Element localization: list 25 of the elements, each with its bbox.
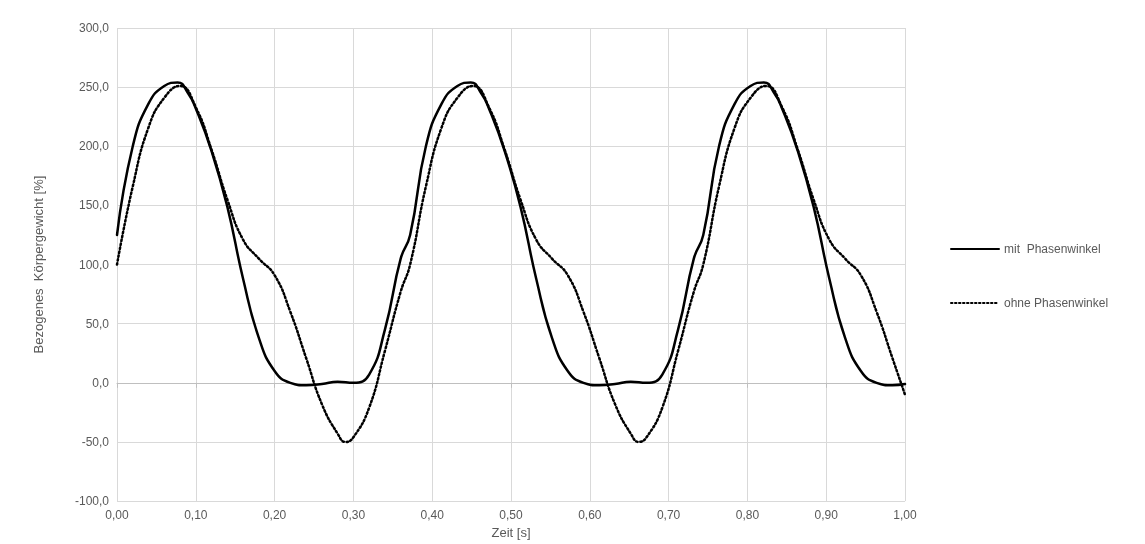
x-tick-label: 0,70	[656, 508, 681, 523]
legend-label: mit Phasenwinkel	[1004, 242, 1101, 256]
x-tick-label: 0,80	[735, 508, 760, 523]
x-tick-label: 0,30	[341, 508, 366, 523]
y-tick-label: 100,0	[78, 257, 110, 272]
y-tick-label: 300,0	[78, 21, 110, 35]
y-tick-label: 250,0	[78, 80, 110, 95]
x-tick-label: 0,00	[105, 508, 129, 523]
y-tick-label: 0,0	[92, 375, 110, 390]
y-tick-label: -50,0	[81, 434, 110, 449]
y-tick-label: 200,0	[78, 139, 110, 154]
y-tick-label: 150,0	[78, 198, 110, 213]
y-axis-title: Bezogenes Körpergewicht [%]	[31, 175, 46, 354]
y-tick-label: -100,0	[74, 494, 110, 509]
x-tick-label: 0,10	[184, 508, 208, 523]
x-tick-label: 0,50	[499, 508, 523, 523]
legend-label: ohne Phasenwinkel	[1004, 296, 1109, 310]
x-tick-label: 1,00	[893, 508, 917, 523]
x-tick-label: 0,40	[420, 508, 445, 523]
x-tick-label: 0,60	[578, 508, 602, 523]
x-tick-label: 0,90	[814, 508, 839, 523]
x-tick-label: 0,20	[262, 508, 287, 523]
line-series	[115, 84, 907, 444]
x-axis-title: Zeit [s]	[491, 525, 531, 540]
y-tick-label: 50,0	[85, 316, 110, 331]
